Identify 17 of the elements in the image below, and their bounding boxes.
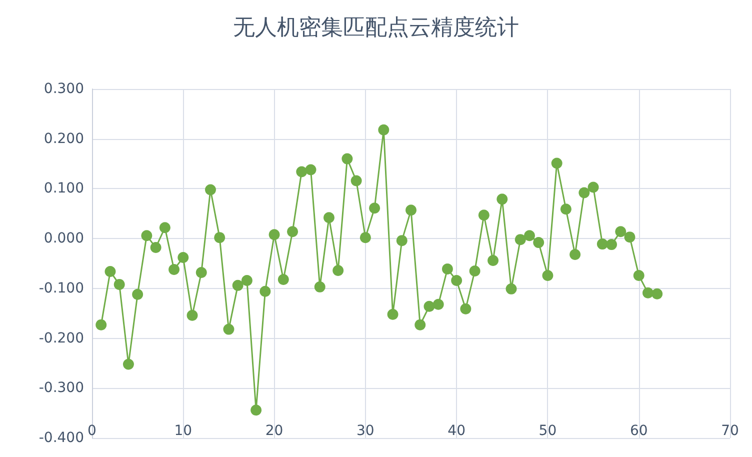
x-tick-label: 40 xyxy=(448,423,466,439)
y-tick-label: -0.300 xyxy=(38,380,84,396)
y-tick-label: 0.200 xyxy=(44,130,84,147)
y-tick-label: -0.200 xyxy=(38,330,84,346)
x-tick-label: 10 xyxy=(174,423,192,439)
y-tick-label: -0.400 xyxy=(38,430,84,446)
y-tick-label: 0.300 xyxy=(44,81,84,97)
x-tick-label: 30 xyxy=(356,423,374,439)
x-tick-label: 50 xyxy=(538,423,557,439)
x-tick-label: 20 xyxy=(265,423,284,439)
x-tick-label: 0 xyxy=(88,423,96,439)
y-tick-label: 0.000 xyxy=(44,230,84,247)
y-tick-label: 0.100 xyxy=(44,180,84,197)
chart-title: 无人机密集匹配点云精度统计 xyxy=(233,16,519,40)
y-tick-label: -0.100 xyxy=(38,280,84,296)
x-tick-label: 70 xyxy=(721,423,739,439)
x-tick-label: 60 xyxy=(630,423,648,439)
